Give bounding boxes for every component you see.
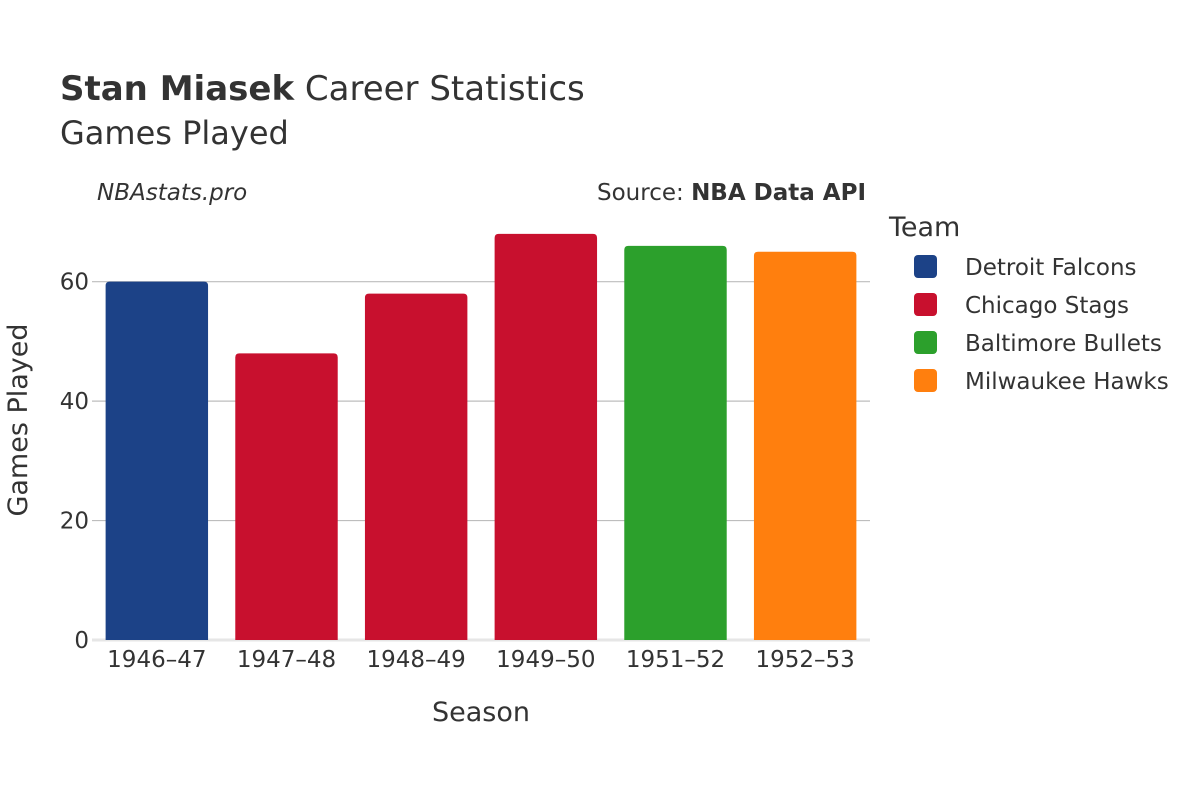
legend-swatch	[914, 369, 937, 392]
x-tick-label: 1947–48	[237, 647, 336, 673]
y-tick-label: 20	[60, 509, 89, 535]
y-tick-label: 40	[60, 389, 89, 415]
source-credit: Source: NBA Data API	[597, 180, 866, 206]
x-tick-label: 1951–52	[626, 647, 725, 673]
legend-label: Detroit Falcons	[965, 255, 1137, 281]
bar[interactable]	[364, 293, 468, 640]
legend-items: Detroit Falcons Chicago Stags Baltimore Bu…	[914, 255, 1169, 395]
site-credit: NBAstats.pro	[97, 180, 247, 206]
x-tick-label: 1948–49	[367, 647, 466, 673]
x-tick-label: 1946–47	[107, 647, 206, 673]
grid	[92, 281, 870, 642]
y-tick-label: 0	[74, 628, 89, 654]
title-rest: Career Statistics	[294, 69, 585, 109]
y-axis-title: Games Played	[3, 323, 34, 516]
legend-label: Chicago Stags	[965, 293, 1129, 319]
x-tick-label: 1949–50	[496, 647, 595, 673]
x-axis-ticks: 1946–47 1947–48 1948–49 1949–50 1951–52 1952–…	[107, 647, 855, 673]
legend-label: Baltimore Bullets	[965, 331, 1162, 357]
y-axis-ticks: 0 20 40 60	[60, 270, 89, 654]
legend-swatch	[914, 331, 937, 354]
source-prefix: Source:	[597, 180, 691, 206]
y-tick-label: 60	[60, 270, 89, 296]
bar[interactable]	[494, 233, 598, 640]
source-name: NBA Data API	[691, 180, 866, 206]
legend-item[interactable]: Milwaukee Hawks	[914, 369, 1169, 395]
legend-swatch	[914, 255, 937, 278]
legend-item[interactable]: Detroit Falcons	[914, 255, 1137, 281]
legend: Team Detroit Falcons Chicago Stags Baltimo…	[888, 212, 1169, 395]
bar[interactable]	[105, 281, 209, 640]
chart-subtitle: Games Played	[60, 114, 289, 152]
title-player-name: Stan Miasek	[60, 69, 295, 109]
legend-item[interactable]: Chicago Stags	[914, 293, 1129, 319]
legend-title: Team	[888, 212, 960, 243]
bar[interactable]	[624, 245, 727, 641]
bars	[105, 233, 857, 641]
legend-label: Milwaukee Hawks	[965, 369, 1169, 395]
chart-title: Stan Miasek Career Statistics	[60, 69, 585, 109]
x-tick-label: 1952–53	[756, 647, 855, 673]
bar[interactable]	[753, 251, 857, 641]
x-axis-title: Season	[432, 697, 530, 728]
bar[interactable]	[235, 353, 338, 640]
legend-item[interactable]: Baltimore Bullets	[914, 331, 1162, 357]
legend-swatch	[914, 293, 937, 316]
